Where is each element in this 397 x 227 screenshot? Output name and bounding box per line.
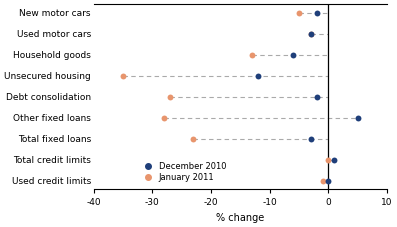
Point <box>120 74 126 77</box>
Point <box>355 116 361 120</box>
Point <box>296 11 302 14</box>
X-axis label: % change: % change <box>216 213 264 223</box>
Point <box>331 158 337 162</box>
Point <box>314 95 320 99</box>
Point <box>325 179 331 183</box>
Legend: December 2010, January 2011: December 2010, January 2011 <box>136 159 229 185</box>
Point <box>167 95 173 99</box>
Point <box>308 137 314 141</box>
Point <box>319 179 326 183</box>
Point <box>161 116 167 120</box>
Point <box>314 11 320 14</box>
Point <box>255 74 261 77</box>
Point <box>249 53 255 57</box>
Point <box>308 32 314 35</box>
Point <box>190 137 197 141</box>
Point <box>308 32 314 35</box>
Point <box>325 158 331 162</box>
Point <box>290 53 297 57</box>
